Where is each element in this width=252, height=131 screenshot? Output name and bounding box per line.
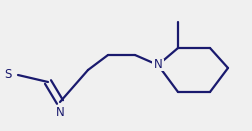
Bar <box>151 59 163 71</box>
Text: N: N <box>55 105 64 119</box>
Text: S: S <box>4 69 12 81</box>
Bar <box>2 69 14 81</box>
Text: N: N <box>153 59 162 72</box>
Bar <box>54 106 66 118</box>
